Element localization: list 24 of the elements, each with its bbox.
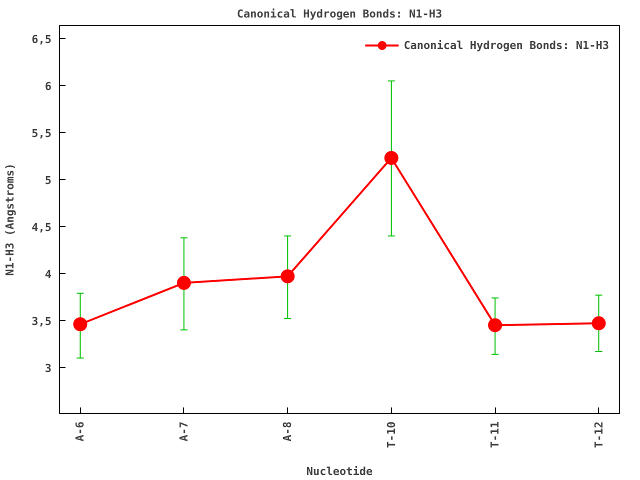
y-tick-label: 5,5 [32, 127, 52, 140]
point [176, 276, 191, 290]
x-tick-label: A-6 [74, 421, 87, 442]
point [73, 317, 88, 332]
legend-label: Canonical Hydrogen Bonds: N1-H3 [404, 38, 609, 52]
x-tick-label: A-7 [177, 421, 190, 442]
x-tick-label: T-10 [384, 421, 398, 448]
y-tick-label: 3,5 [32, 314, 52, 328]
y-tick-label: 3 [44, 362, 52, 375]
point [488, 318, 502, 332]
y-tick-label: 5 [44, 174, 52, 188]
y-tick-label: 6 [44, 80, 52, 94]
y-tick-label: 4,5 [32, 221, 52, 234]
x-axis-title: Nucleotide [306, 464, 373, 478]
y-axis-title: N1-H3 (Angstroms) [4, 163, 17, 276]
chart-title: Canonical Hydrogen Bonds: N1-H3 [236, 8, 442, 20]
x-tick-label: A-8 [281, 421, 294, 442]
point [592, 316, 606, 330]
x-tick-label: T-12 [592, 421, 606, 448]
y-tick-label: 4 [44, 268, 52, 282]
x-tick-label: T-11 [488, 421, 502, 448]
y-tick-label: 6,5 [32, 33, 52, 46]
point [384, 150, 398, 165]
point [280, 269, 295, 284]
